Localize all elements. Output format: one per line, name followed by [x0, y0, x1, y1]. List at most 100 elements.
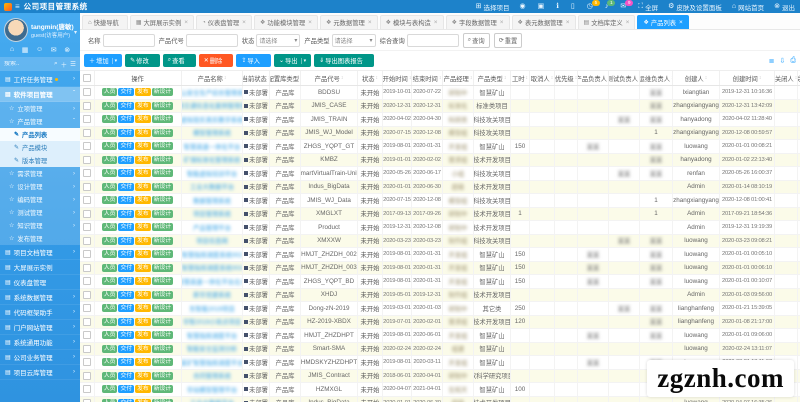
- row-checkbox[interactable]: [83, 277, 91, 286]
- deliver-button[interactable]: 交付: [118, 250, 135, 259]
- new-design-button[interactable]: 新设计: [151, 331, 174, 340]
- tab-close-icon[interactable]: ×: [184, 19, 189, 26]
- deliver-button[interactable]: 交付: [118, 182, 135, 191]
- top-nav-item[interactable]: ▯: [566, 0, 582, 13]
- release-button[interactable]: 发布: [135, 115, 151, 124]
- deliver-button[interactable]: 交付: [118, 358, 135, 367]
- people-button[interactable]: 人员: [101, 331, 118, 340]
- people-button[interactable]: 人员: [101, 277, 118, 286]
- release-button[interactable]: 发布: [135, 317, 151, 326]
- deliver-button[interactable]: 交付: [118, 223, 135, 232]
- row-checkbox[interactable]: [83, 263, 91, 272]
- deliver-button[interactable]: 交付: [118, 209, 135, 218]
- people-button[interactable]: 人员: [101, 223, 118, 232]
- column-header[interactable]: 配置库类型 ↕: [270, 71, 301, 85]
- deliver-button[interactable]: 交付: [118, 128, 135, 137]
- row-checkbox[interactable]: [83, 223, 91, 232]
- row-checkbox[interactable]: [83, 344, 91, 353]
- release-button[interactable]: 发布: [135, 169, 151, 178]
- toolbar-button[interactable]: ✎ 修改: [125, 54, 160, 67]
- row-checkbox[interactable]: [83, 317, 91, 326]
- deliver-button[interactable]: 交付: [118, 196, 135, 205]
- row-checkbox[interactable]: [83, 142, 91, 151]
- deliver-button[interactable]: 交付: [118, 290, 135, 299]
- sidebar-leaf-item[interactable]: ✎ 产品列表: [0, 128, 80, 141]
- deliver-button[interactable]: 交付: [118, 317, 135, 326]
- sidebar-subitem[interactable]: ☆ 发布管理: [9, 236, 43, 243]
- product-name-link[interactable]: 济南交通信息化案例管理系统: [182, 103, 242, 111]
- product-name-link[interactable]: 东智能2019项目: [189, 305, 235, 313]
- toolbar-button[interactable]: ⌄ 导出 ▾: [273, 54, 312, 67]
- new-design-button[interactable]: 新设计: [151, 304, 174, 313]
- column-header[interactable]: 结束时间 ↕: [412, 71, 443, 85]
- menu-toggle-icon[interactable]: ≡: [15, 2, 20, 11]
- tab[interactable]: ▦ 大屏展示实例 ×: [129, 15, 195, 29]
- deliver-button[interactable]: 交付: [118, 142, 135, 151]
- row-checkbox[interactable]: [83, 209, 91, 218]
- deliver-button[interactable]: 交付: [118, 155, 135, 164]
- tab[interactable]: ❖ 元数据管理 ×: [319, 15, 378, 29]
- product-name-link[interactable]: 智慧指挥调度系统003: [182, 265, 243, 273]
- new-design-button[interactable]: 新设计: [151, 223, 174, 232]
- release-button[interactable]: 发布: [135, 88, 151, 97]
- release-button[interactable]: 发布: [135, 358, 151, 367]
- release-button[interactable]: 发布: [135, 344, 151, 353]
- top-nav-item[interactable]: ♪ 1: [600, 0, 616, 13]
- new-design-button[interactable]: 新设计: [151, 250, 174, 259]
- new-design-button[interactable]: 新设计: [151, 277, 174, 286]
- table-tool-icon[interactable]: ⇩: [779, 57, 786, 65]
- code-filter-input[interactable]: [185, 33, 238, 47]
- release-button[interactable]: 发布: [135, 155, 151, 164]
- new-design-button[interactable]: 新设计: [151, 344, 174, 353]
- people-button[interactable]: 人员: [101, 142, 118, 151]
- toolbar-button[interactable]: ✕ 删除: [198, 54, 234, 67]
- table-tool-icon[interactable]: ⎙: [790, 56, 796, 64]
- sort-icon[interactable]: ↕: [794, 75, 798, 81]
- sort-icon[interactable]: ↕: [503, 75, 507, 81]
- release-button[interactable]: 发布: [135, 290, 151, 299]
- release-button[interactable]: 发布: [135, 304, 151, 313]
- people-button[interactable]: 人员: [101, 169, 118, 178]
- sort-icon[interactable]: ↕: [268, 75, 269, 81]
- sidebar-leaf-item[interactable]: ✎ 版本管理: [14, 158, 48, 165]
- table-tool-icon[interactable]: ≣: [768, 57, 775, 65]
- people-button[interactable]: 人员: [101, 304, 118, 313]
- top-nav-item[interactable]: ⊞ 选择项目: [471, 0, 515, 13]
- sort-icon[interactable]: ↕: [671, 75, 672, 81]
- column-header[interactable]: 运维负责人 ↕: [640, 71, 673, 85]
- mail-icon[interactable]: ✉: [50, 47, 57, 54]
- new-design-button[interactable]: 新设计: [151, 385, 174, 394]
- people-button[interactable]: 人员: [101, 128, 118, 137]
- deliver-button[interactable]: 交付: [118, 385, 135, 394]
- tab[interactable]: ◔ 仪表盘管理 ×: [196, 15, 252, 29]
- top-nav-item[interactable]: ▣: [533, 0, 552, 13]
- deliver-button[interactable]: 交付: [118, 236, 135, 245]
- deliver-button[interactable]: 交付: [118, 398, 135, 402]
- product-name-link[interactable]: 矿山安全生产综合管理系统: [182, 89, 243, 97]
- release-button[interactable]: 发布: [135, 223, 151, 232]
- column-header[interactable]: 创建人 ↕: [673, 71, 720, 85]
- sidebar-group-item[interactable]: ▤ 项目云库管理 ›: [0, 365, 80, 380]
- top-nav-item[interactable]: ⊗ 退出: [769, 0, 800, 13]
- new-design-button[interactable]: 新设计: [151, 169, 174, 178]
- type-filter-select[interactable]: 请选择 ▾: [331, 33, 376, 47]
- status-filter-select[interactable]: 请选择 ▾: [256, 33, 301, 47]
- tab-close-icon[interactable]: ×: [367, 19, 372, 26]
- search-icon[interactable]: ⌕: [54, 60, 58, 67]
- release-button[interactable]: 发布: [135, 385, 151, 394]
- release-button[interactable]: 发布: [135, 128, 151, 137]
- product-name-link[interactable]: 智能安全监测分析: [186, 346, 238, 354]
- product-name-link[interactable]: 华站模型管理平台: [186, 386, 238, 394]
- product-name-link[interactable]: 智能虚拟培训平台: [186, 170, 238, 178]
- row-checkbox[interactable]: [83, 385, 91, 394]
- toolbar-button[interactable]: ＋ 增加 ▾: [84, 54, 123, 67]
- column-header[interactable]: 取消人 ↕: [530, 71, 555, 85]
- tab-close-icon[interactable]: ×: [499, 19, 504, 26]
- sidebar-group-item[interactable]: ▤ 系统通用功能 ›: [0, 335, 80, 350]
- deliver-button[interactable]: 交付: [118, 88, 135, 97]
- sort-icon[interactable]: ↕: [758, 75, 762, 81]
- column-header[interactable]: 当前状态 ↕: [243, 71, 270, 85]
- sidebar-subitem[interactable]: ☆ 设计管理 ›: [9, 183, 75, 192]
- row-checkbox[interactable]: [83, 304, 91, 313]
- sort-icon[interactable]: ↕: [223, 75, 227, 81]
